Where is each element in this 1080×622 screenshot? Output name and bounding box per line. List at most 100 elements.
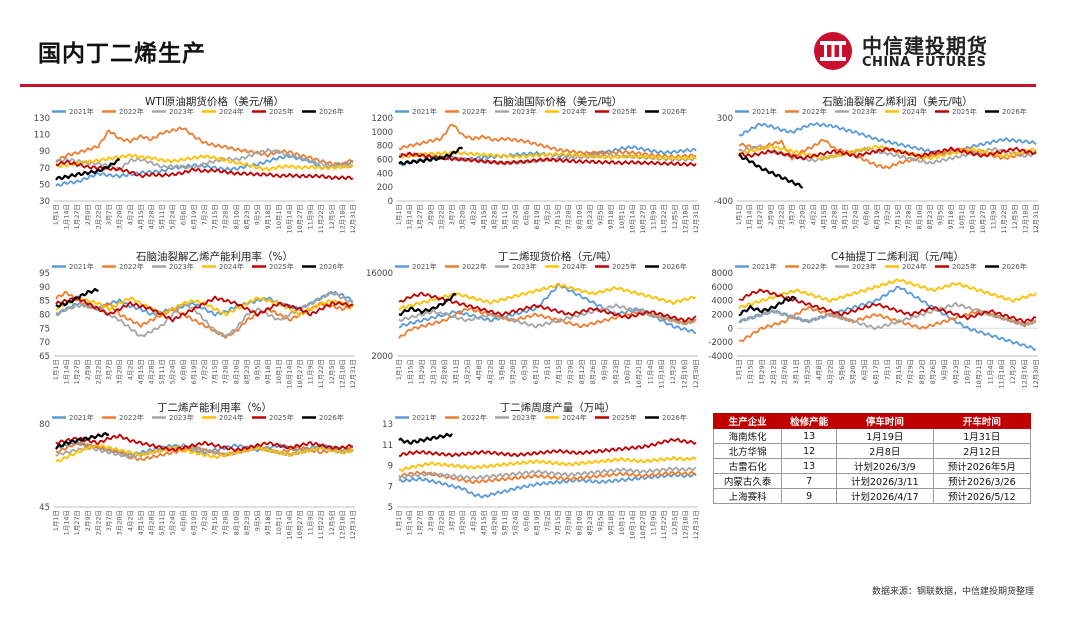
- x-tick-label: 10月27日: [296, 510, 304, 540]
- x-tick-label: 3月7日: [105, 204, 113, 225]
- x-tick-label: 11月22日: [317, 510, 325, 540]
- x-tick-label: 9月5日: [597, 510, 605, 531]
- x-tick-label: 5月24日: [512, 510, 520, 535]
- table-cell: 北方华锦: [712, 443, 783, 459]
- x-tick-label: 1月1日: [735, 359, 743, 380]
- legend-item: 2024年: [202, 262, 244, 271]
- chart-butadiene-price: 丁二烯现货价格（元/吨） 2021年 2022年 2023年 2024年 2025年 202…: [365, 249, 700, 397]
- x-tick-label: 7月29日: [566, 359, 574, 384]
- x-tick-label: 7月15日: [895, 359, 903, 384]
- x-tick-label: 2月9日: [427, 510, 435, 531]
- table-cell: 2月8日: [836, 443, 934, 459]
- naphtha-margin-svg: 石脑油裂解乙烯利润（美元/吨） 2021年 2022年 2023年 2024年 2025年…: [714, 95, 1040, 234]
- series-line-2021: [398, 472, 697, 499]
- x-tick-label: 11月9日: [307, 510, 315, 535]
- x-tick-label: 10月27日: [639, 510, 647, 540]
- series-line-2025: [55, 295, 354, 323]
- x-tick-label: 1月14日: [746, 204, 754, 229]
- y-tick-label: 2000: [711, 311, 733, 321]
- x-tick-label: 1月1日: [395, 204, 403, 225]
- series-line-2025: [55, 433, 354, 453]
- chart-naphtha-price: 石脑油国际价格（美元/吨） 2021年 2022年 2023年 2024年 2025年 20…: [365, 94, 700, 242]
- x-tick-label: 7月15日: [554, 510, 562, 535]
- x-tick-label: 10月1日: [958, 204, 966, 229]
- x-tick-label: 12月18日: [681, 204, 689, 234]
- table-cell: 预计2026年5月: [932, 458, 1032, 474]
- x-tick-label: 11月4日: [986, 359, 994, 384]
- legend-item: 2024年: [885, 262, 927, 271]
- x-tick-label: 11月9日: [990, 204, 998, 229]
- legend-item: 2023年: [152, 107, 194, 116]
- table-row: 上海赛科 9 计划2026/4/17 预计2026/5/12: [712, 488, 1032, 504]
- x-tick-label: 9月23日: [952, 359, 960, 384]
- legend-item: 2021年: [395, 262, 437, 271]
- x-tick-label: 8月10日: [232, 510, 240, 535]
- y-tick-label: 300: [717, 114, 733, 124]
- x-tick-label: 10月1日: [275, 204, 283, 229]
- series-line-2026: [55, 158, 121, 181]
- data-source-note: 数据来源：钢联数据，中信建投期货整理: [871, 587, 1034, 597]
- legend-item: 2021年: [52, 107, 94, 116]
- x-tick-label: 2月22日: [437, 510, 445, 535]
- legend-label: 2026年: [662, 107, 687, 116]
- x-tick-label: 10月1日: [618, 204, 626, 229]
- x-tick-label: 3月7日: [448, 204, 456, 225]
- x-tick-label: 10月21日: [975, 359, 983, 389]
- x-tick-label: 2月12日: [429, 359, 437, 384]
- chart-naphtha-margin: 石脑油裂解乙烯利润（美元/吨） 2021年 2022年 2023年 2024年 2025年…: [705, 94, 1040, 242]
- x-tick-label: 12月2日: [669, 359, 677, 384]
- x-tick-label: 12月31日: [692, 510, 700, 540]
- x-tick-label: 1月15日: [746, 359, 754, 384]
- legend-label: 2026年: [319, 107, 344, 116]
- x-tick-label: 12月18日: [681, 510, 689, 540]
- legend-label: 2024年: [562, 107, 587, 116]
- x-tick-label: 7月28日: [565, 204, 573, 229]
- company-logo: 中信建投期货 CHINA FUTURES: [812, 28, 1002, 76]
- y-tick-label: 65: [39, 352, 50, 362]
- legend-item: 2026年: [645, 413, 687, 422]
- x-tick-label: 4月28日: [490, 204, 498, 229]
- x-tick-label: 3月11日: [452, 359, 460, 384]
- x-tick-label: 8月23日: [243, 510, 251, 535]
- x-tick-label: 1月14日: [406, 204, 414, 229]
- x-tick-label: 1月14日: [63, 359, 71, 384]
- chart-title: 石脑油裂解乙烯利润（美元/吨）: [822, 95, 973, 108]
- table-cell: 13: [781, 458, 838, 474]
- x-tick-label: 5月6日: [838, 359, 846, 380]
- x-tick-label: 10月14日: [285, 204, 293, 234]
- x-tick-label: 12月31日: [349, 359, 357, 389]
- header-divider: [20, 84, 1036, 87]
- table-cell: 海南炼化: [712, 428, 783, 444]
- x-tick-label: 11月18日: [658, 359, 666, 389]
- x-tick-label: 5月24日: [852, 204, 860, 229]
- x-tick-label: 3月11日: [792, 359, 800, 384]
- x-tick-label: 7月2日: [201, 510, 209, 531]
- legend-item: 2022年: [102, 413, 144, 422]
- x-tick-label: 3月7日: [448, 510, 456, 531]
- y-tick-label: 13: [382, 420, 393, 430]
- x-tick-label: 7月15日: [211, 510, 219, 535]
- table-cell: 计划2026/3/9: [836, 458, 934, 474]
- x-tick-label: 1月27日: [756, 204, 764, 229]
- x-tick-label: 12月31日: [692, 204, 700, 234]
- series-line-2026: [738, 153, 804, 189]
- x-tick-label: 10月1日: [618, 510, 626, 535]
- y-tick-label: 130: [34, 114, 50, 124]
- x-tick-label: 7月15日: [554, 204, 562, 229]
- legend-label: 2026年: [1002, 107, 1027, 116]
- table-header-start-time: 开车时间: [932, 413, 1032, 429]
- x-tick-label: 8月12日: [918, 359, 926, 384]
- y-tick-label: -4000: [708, 352, 733, 362]
- legend-label: 2023年: [169, 262, 194, 271]
- maintenance-table: 生产企业 检修产能 停车时间 开车时间 海南炼化 13 1月19日 1月31日 …: [712, 413, 1032, 504]
- legend-item: 2025年: [935, 262, 977, 271]
- series-line-2025: [398, 151, 697, 167]
- x-tick-label: 6月6日: [179, 359, 187, 380]
- x-tick-label: 4月28日: [490, 510, 498, 535]
- x-tick-label: 10月1日: [275, 510, 283, 535]
- chart-c4-margin: C4抽提丁二烯利润（元/吨） 2021年 2022年 2023年 2024年 2025年 2…: [705, 249, 1040, 397]
- x-tick-label: 2月12日: [769, 359, 777, 384]
- naphtha-svg: 石脑油国际价格（美元/吨） 2021年 2022年 2023年 2024年 2025年 20…: [371, 95, 700, 234]
- legend-item: 2022年: [445, 413, 487, 422]
- table-cell: 计划2026/4/17: [836, 488, 934, 504]
